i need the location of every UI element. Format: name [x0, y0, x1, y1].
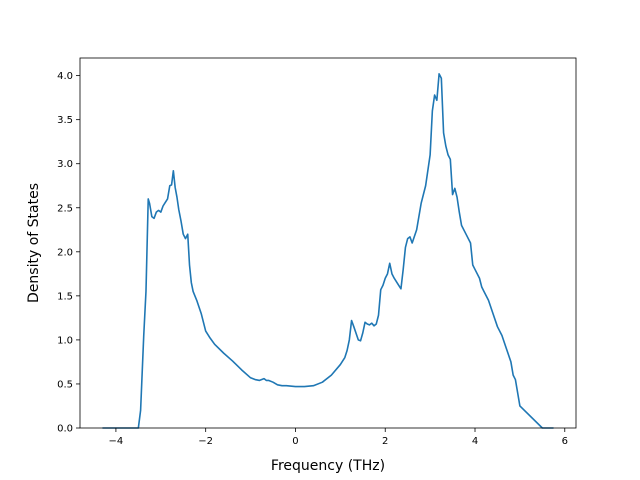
x-tick-label: 6 — [562, 436, 568, 447]
y-tick-label: 2.0 — [57, 247, 73, 258]
x-tick-label: 0 — [292, 436, 298, 447]
y-tick-label: 2.5 — [57, 203, 73, 214]
series-line-0 — [102, 73, 554, 429]
x-tick-label: −2 — [198, 436, 213, 447]
y-tick-label: 4.0 — [57, 71, 73, 82]
y-tick-label: 3.0 — [57, 159, 73, 170]
plot-area — [102, 73, 554, 429]
axis-ticks: −4 −2 0 2 4 6 0.0 0.5 1.0 1.5 2.0 2.5 3.0 3.5 4.0 — [57, 71, 568, 447]
y-tick-label: 1.5 — [57, 291, 73, 302]
y-axis-label: Density of States — [26, 183, 42, 303]
x-axis-label: Frequency (THz) — [271, 458, 385, 474]
x-tick-label: 4 — [472, 436, 478, 447]
x-tick-label: −4 — [109, 436, 124, 447]
y-tick-label: 3.5 — [57, 115, 73, 126]
axes-frame — [79, 57, 577, 429]
y-tick-label: 1.0 — [57, 335, 73, 346]
y-tick-label: 0.0 — [57, 424, 73, 435]
y-tick-label: 0.5 — [57, 379, 73, 390]
x-tick-label: 2 — [382, 436, 388, 447]
